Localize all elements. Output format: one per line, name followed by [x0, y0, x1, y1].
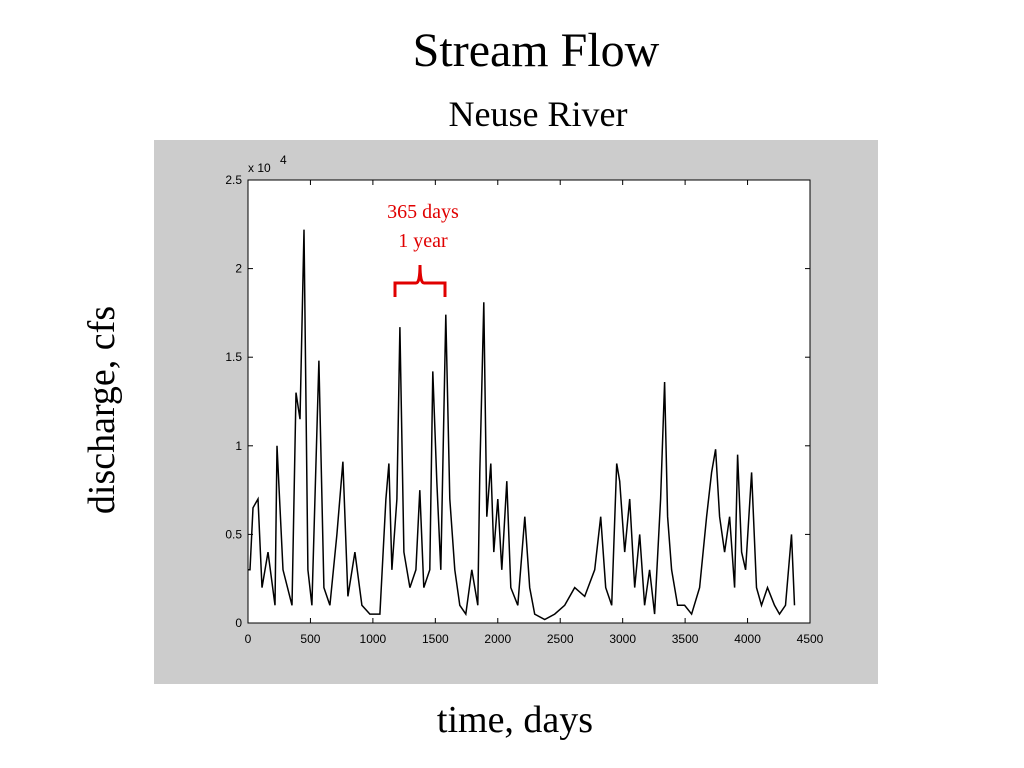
x-tick-label: 2500: [547, 632, 574, 646]
chart-title: Stream Flow: [413, 24, 660, 77]
x-tick-label: 1500: [422, 632, 449, 646]
y-tick-label: 0.5: [225, 527, 242, 541]
x-tick-label: 4500: [797, 632, 824, 646]
bracket: [393, 264, 447, 297]
y-tick-label: 1.5: [225, 350, 242, 364]
plot-area: [247, 179, 811, 624]
annotation: 365 days: [387, 201, 459, 223]
chart-subtitle: Neuse River: [449, 94, 628, 134]
y-scale-base: x 10: [248, 161, 271, 175]
x-tick-label: 2000: [484, 632, 511, 646]
x-tick-label: 1000: [360, 632, 387, 646]
x-tick-label: 3500: [672, 632, 699, 646]
annotation: 1 year: [398, 230, 448, 252]
x-tick-label: 0: [245, 632, 252, 646]
y-axis-label: discharge, cfs: [81, 306, 123, 514]
x-axis-label: time, days: [437, 699, 593, 741]
x-tick-label: 3000: [609, 632, 636, 646]
y-tick-label: 0: [235, 616, 242, 630]
y-tick-label: 2.5: [225, 173, 242, 187]
data-line: [248, 229, 796, 621]
x-tick-label: 500: [300, 632, 320, 646]
y-tick-label: 1: [235, 439, 242, 453]
x-tick-label: 4000: [734, 632, 761, 646]
y-tick-label: 2: [235, 262, 242, 276]
y-scale-exponent: 4: [280, 153, 287, 167]
